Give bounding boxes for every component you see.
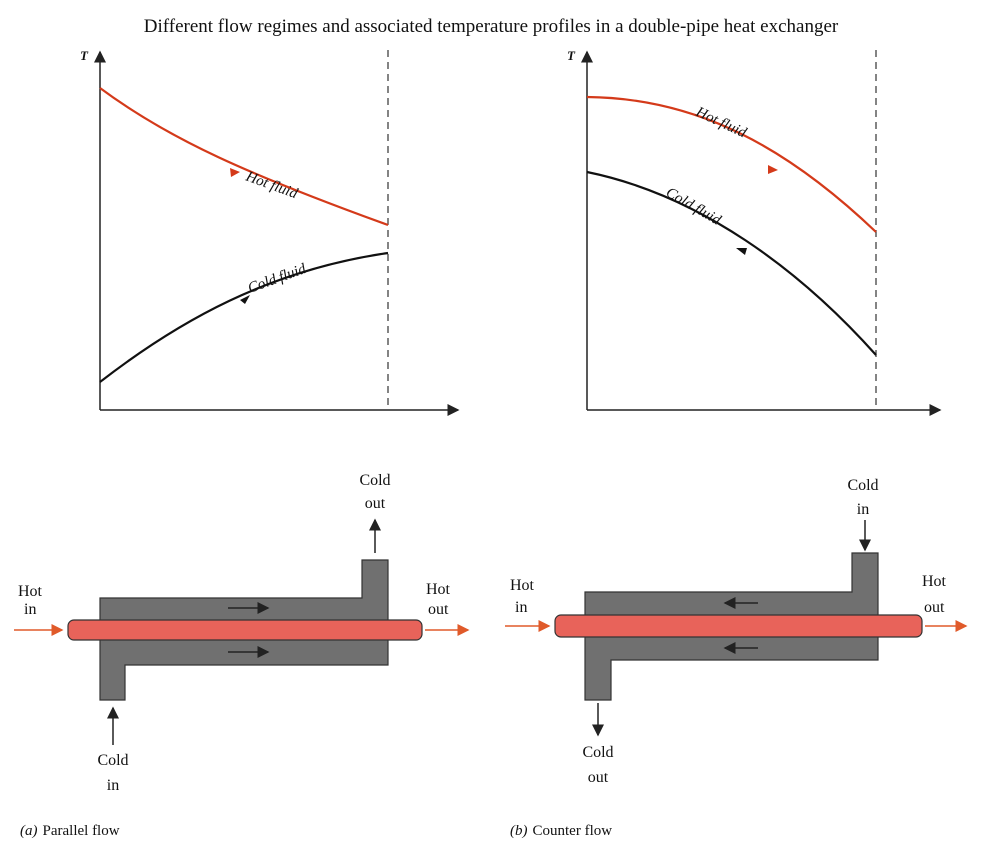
cold-label: Cold fluid xyxy=(663,185,724,229)
counter-exchanger: Hot in Hot out Cold in Cold out xyxy=(505,477,968,786)
hot-label: Hot fluid xyxy=(243,168,300,202)
hot-in: Hot xyxy=(510,577,535,594)
cold-in: in xyxy=(107,777,119,794)
cold-label: Cold fluid xyxy=(246,261,309,297)
caption-text: Parallel flow xyxy=(43,823,120,839)
cold-out: Cold xyxy=(359,472,390,489)
cold-out: out xyxy=(365,495,386,512)
hot-curve xyxy=(586,95,877,233)
caption-text: Counter flow xyxy=(533,823,613,839)
caption-tag: (b) xyxy=(510,823,528,839)
cold-curve xyxy=(586,170,877,356)
hot-out: out xyxy=(924,599,945,616)
hot-in: in xyxy=(24,601,36,618)
hot-out: out xyxy=(428,601,449,618)
axis-label: T xyxy=(80,48,89,63)
cold-in: Cold xyxy=(97,752,128,769)
hot-in: in xyxy=(515,599,527,616)
hot-in: Hot xyxy=(18,583,43,600)
cold-curve xyxy=(99,251,389,383)
hot-out: Hot xyxy=(922,573,947,590)
hot-curve xyxy=(99,87,389,227)
axis-label: T xyxy=(567,48,576,63)
caption: (b) Counter flow xyxy=(510,823,612,839)
cold-out: out xyxy=(588,769,609,786)
counter-graph: T Hot fluid Cold fluid xyxy=(567,48,942,416)
parallel-graph: T Hot fluid Cold fluid xyxy=(80,48,460,416)
cold-in: in xyxy=(857,501,869,518)
cold-in: Cold xyxy=(847,477,878,494)
parallel-exchanger: Hot in Hot out Cold out Cold in xyxy=(14,472,470,794)
caption: (a) Parallel flow xyxy=(20,823,120,839)
hot-out: Hot xyxy=(426,581,451,598)
hot-label: Hot fluid xyxy=(692,104,749,142)
cold-out: Cold xyxy=(582,744,613,761)
title: Different flow regimes and associated te… xyxy=(144,16,839,37)
caption-tag: (a) xyxy=(20,823,38,839)
